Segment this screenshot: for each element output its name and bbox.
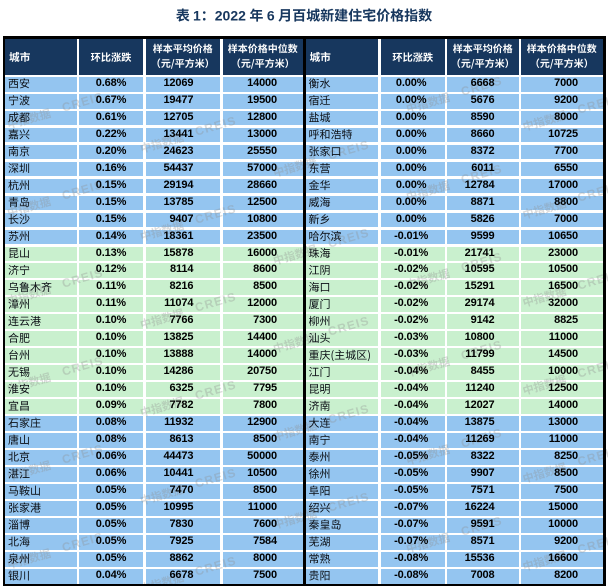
svg-text:6: 6	[267, 7, 275, 23]
svg-text:2022: 2022	[215, 7, 246, 23]
svg-text:1: 1	[193, 7, 201, 23]
